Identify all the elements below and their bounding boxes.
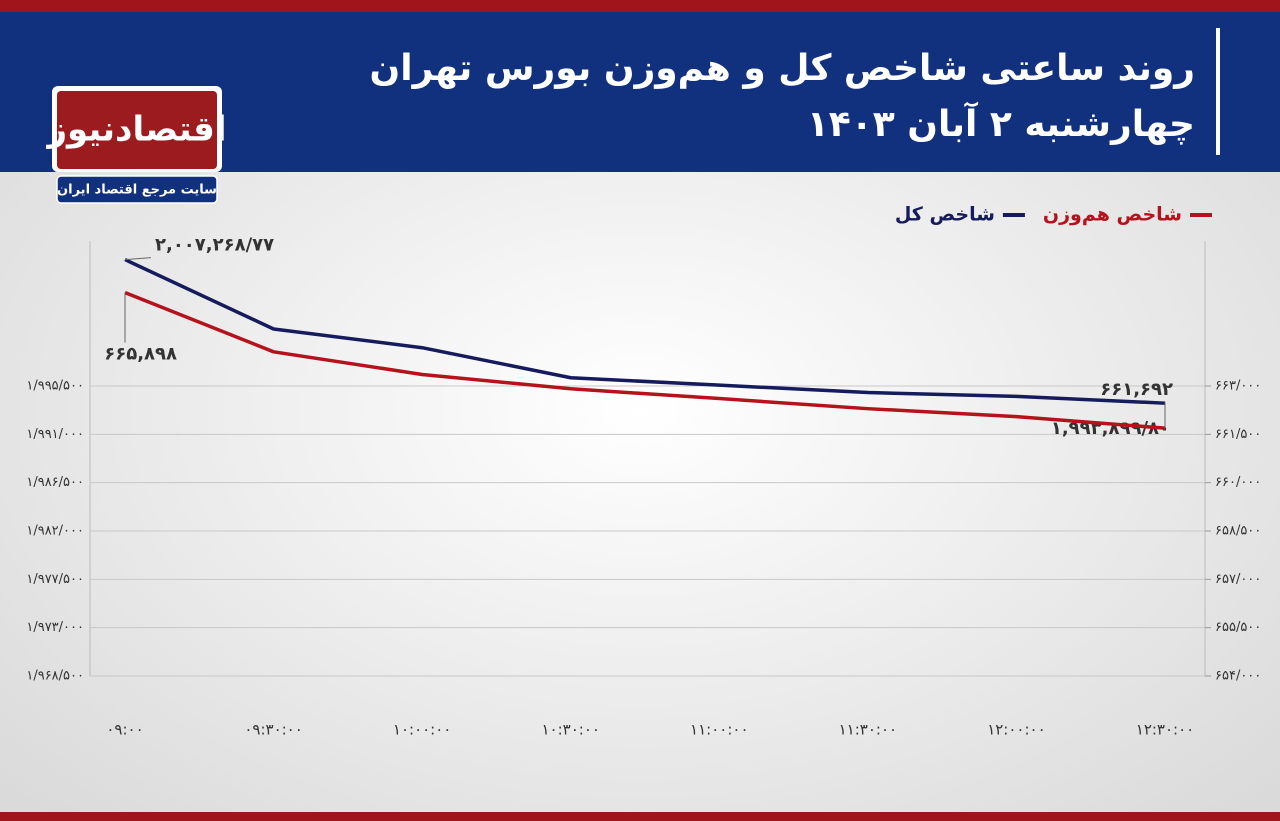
y-tick-label: ۱/۹۹۵/۵۰۰ xyxy=(26,379,84,394)
top-strip xyxy=(0,0,1280,12)
value-label: ۶۶۱,۶۹۲ xyxy=(1100,379,1173,400)
logo-tagline: سایت مرجع اقتصاد ایران xyxy=(57,183,217,198)
leader-line xyxy=(124,257,152,261)
y2-tick-label: ۶۵۸/۵۰۰ xyxy=(1215,524,1261,539)
logo-tagline-box xyxy=(56,175,218,204)
value-label: ۶۶۵,۸۹۸ xyxy=(104,344,177,365)
logo-name: اقتصادنیوز xyxy=(45,110,226,150)
y-tick-label: ۱/۹۶۸/۵۰۰ xyxy=(26,669,84,684)
x-tick-label: ۱۲:۰۰:۰۰ xyxy=(987,721,1045,739)
series-line xyxy=(124,290,1166,430)
x-tick-label: ۱۰:۰۰:۰۰ xyxy=(393,721,451,739)
y2-tick-label: ۶۵۵/۵۰۰ xyxy=(1215,620,1261,635)
legend-label: شاخص کل xyxy=(895,204,995,226)
y2-tick-label: ۶۶۳/۰۰۰ xyxy=(1215,379,1261,394)
value-label: ۲,۰۰۷,۲۶۸/۷۷ xyxy=(155,235,274,256)
value-label: ۱,۹۹۳,۸۹۹/۸۰ xyxy=(1051,418,1170,439)
chart-subtitle: چهارشنبه ۲ آبان ۱۴۰۳ xyxy=(807,101,1195,145)
y-tick-label: ۱/۹۷۷/۵۰۰ xyxy=(26,572,84,587)
x-tick-label: ۱۲:۳۰:۰۰ xyxy=(1136,721,1194,739)
y-tick-label: ۱/۹۸۶/۵۰۰ xyxy=(26,475,84,490)
chart-title: روند ساعتی شاخص کل و هم‌وزن بورس تهران xyxy=(370,48,1195,89)
series-line xyxy=(124,258,1166,405)
y2-tick-label: ۶۶۱/۵۰۰ xyxy=(1215,427,1261,442)
y2-tick-label: ۶۵۷/۰۰۰ xyxy=(1215,572,1261,587)
x-tick-label: ۱۱:۰۰:۰۰ xyxy=(690,721,748,739)
x-tick-label: ۱۱:۳۰:۰۰ xyxy=(839,721,897,739)
legend-label: شاخص هم‌وزن xyxy=(1043,204,1182,226)
y-tick-label: ۱/۹۹۱/۰۰۰ xyxy=(26,427,84,442)
y2-tick-label: ۶۶۰/۰۰۰ xyxy=(1215,475,1261,490)
x-tick-label: ۱۰:۳۰:۰۰ xyxy=(541,721,599,739)
bottom-strip xyxy=(0,812,1280,821)
logo-box xyxy=(57,91,217,169)
x-tick-label: ۰۹:۳۰:۰۰ xyxy=(244,721,302,739)
y-tick-label: ۱/۹۸۲/۰۰۰ xyxy=(26,524,84,539)
y2-tick-label: ۶۵۴/۰۰۰ xyxy=(1215,669,1261,684)
x-tick-label: ۰۹:۰۰ xyxy=(106,721,143,739)
y-tick-label: ۱/۹۷۳/۰۰۰ xyxy=(26,620,84,635)
